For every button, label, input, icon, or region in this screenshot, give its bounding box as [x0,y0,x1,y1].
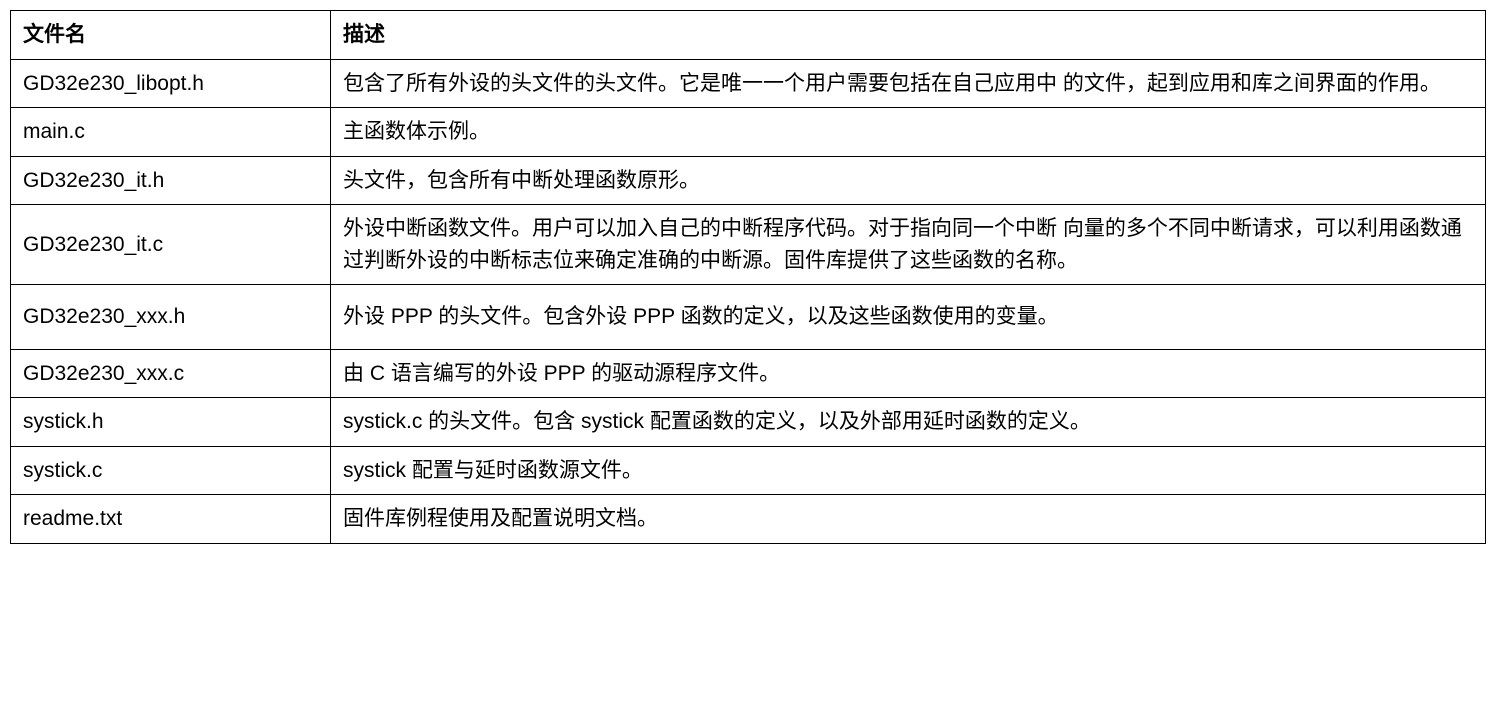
cell-filename: systick.h [11,398,331,447]
cell-filename: systick.c [11,446,331,495]
table-body: GD32e230_libopt.h 包含了所有外设的头文件的头文件。它是唯一一个… [11,59,1486,543]
table-row: GD32e230_libopt.h 包含了所有外设的头文件的头文件。它是唯一一个… [11,59,1486,108]
cell-description: 外设中断函数文件。用户可以加入自己的中断程序代码。对于指向同一个中断 向量的多个… [331,205,1486,285]
table-row: GD32e230_xxx.h 外设 PPP 的头文件。包含外设 PPP 函数的定… [11,285,1486,350]
column-header-filename: 文件名 [11,11,331,60]
cell-filename: main.c [11,108,331,157]
cell-description: 头文件，包含所有中断处理函数原形。 [331,156,1486,205]
cell-description: systick 配置与延时函数源文件。 [331,446,1486,495]
table-row: GD32e230_it.h 头文件，包含所有中断处理函数原形。 [11,156,1486,205]
cell-description: 包含了所有外设的头文件的头文件。它是唯一一个用户需要包括在自己应用中 的文件，起… [331,59,1486,108]
table-row: readme.txt 固件库例程使用及配置说明文档。 [11,495,1486,544]
table-row: systick.c systick 配置与延时函数源文件。 [11,446,1486,495]
table-row: GD32e230_xxx.c 由 C 语言编写的外设 PPP 的驱动源程序文件。 [11,349,1486,398]
cell-filename: GD32e230_xxx.c [11,349,331,398]
cell-description: 外设 PPP 的头文件。包含外设 PPP 函数的定义，以及这些函数使用的变量。 [331,285,1486,350]
table-row: systick.h systick.c 的头文件。包含 systick 配置函数… [11,398,1486,447]
cell-filename: GD32e230_it.c [11,205,331,285]
cell-description: 主函数体示例。 [331,108,1486,157]
cell-description: 由 C 语言编写的外设 PPP 的驱动源程序文件。 [331,349,1486,398]
table-header: 文件名 描述 [11,11,1486,60]
table-header-row: 文件名 描述 [11,11,1486,60]
cell-filename: GD32e230_xxx.h [11,285,331,350]
table-row: GD32e230_it.c 外设中断函数文件。用户可以加入自己的中断程序代码。对… [11,205,1486,285]
column-header-description: 描述 [331,11,1486,60]
cell-filename: readme.txt [11,495,331,544]
file-description-table-container: 文件名 描述 GD32e230_libopt.h 包含了所有外设的头文件的头文件… [10,10,1486,544]
cell-filename: GD32e230_it.h [11,156,331,205]
file-description-table: 文件名 描述 GD32e230_libopt.h 包含了所有外设的头文件的头文件… [10,10,1486,544]
cell-filename: GD32e230_libopt.h [11,59,331,108]
cell-description: systick.c 的头文件。包含 systick 配置函数的定义，以及外部用延… [331,398,1486,447]
table-row: main.c 主函数体示例。 [11,108,1486,157]
cell-description: 固件库例程使用及配置说明文档。 [331,495,1486,544]
